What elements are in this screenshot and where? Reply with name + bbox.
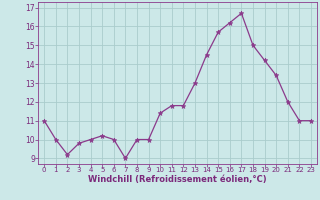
X-axis label: Windchill (Refroidissement éolien,°C): Windchill (Refroidissement éolien,°C) xyxy=(88,175,267,184)
